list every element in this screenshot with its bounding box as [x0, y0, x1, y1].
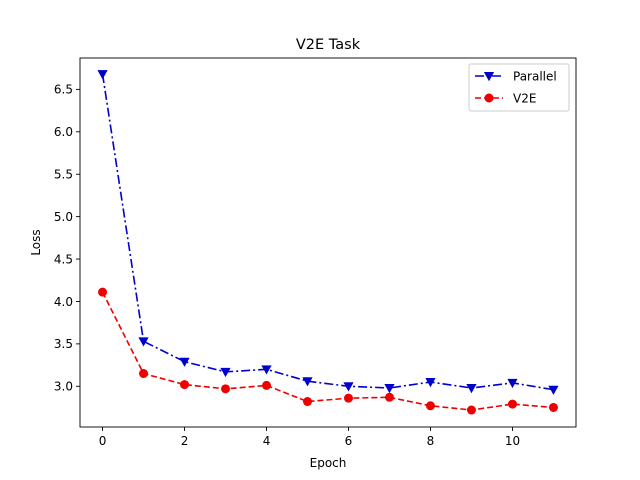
series-parallel [97, 70, 559, 395]
plot-area [80, 58, 576, 427]
legend-label: V2E [513, 91, 536, 105]
data-point-parallel [261, 365, 272, 375]
series-v2e [98, 287, 558, 415]
data-point-v2e [384, 392, 394, 402]
data-point-parallel [548, 385, 559, 395]
y-tick-label: 4.0 [54, 295, 73, 309]
data-point-parallel [97, 70, 108, 80]
data-point-v2e [262, 380, 272, 390]
series-line-parallel [101, 73, 554, 391]
data-point-v2e [180, 380, 190, 390]
data-point-v2e [139, 369, 149, 379]
data-point-v2e [343, 393, 353, 403]
chart-title: V2E Task [296, 37, 361, 53]
legend-marker [484, 93, 494, 103]
legend-item-parallel: Parallel [475, 69, 557, 83]
y-tick-label: 5.5 [54, 168, 73, 182]
data-point-parallel [138, 337, 149, 347]
y-axis-ticks: 3.0 3.5 4.0 4.5 5.0 5.5 6.0 6.5 [54, 83, 80, 394]
legend: Parallel V2E [468, 63, 570, 112]
data-point-v2e [221, 384, 231, 394]
data-point-v2e [98, 287, 108, 297]
y-tick-label: 6.0 [54, 125, 73, 139]
x-tick-label: 0 [99, 434, 107, 448]
data-point-parallel [384, 383, 395, 394]
y-axis-label: Loss [29, 229, 43, 255]
data-point-v2e [425, 401, 435, 411]
x-axis-label: Epoch [310, 456, 347, 470]
x-tick-label: 2 [181, 434, 189, 448]
x-tick-label: 6 [345, 434, 353, 448]
series-line-v2e [101, 291, 554, 411]
x-tick-label: 8 [427, 434, 435, 448]
data-point-v2e [548, 402, 558, 412]
y-tick-label: 5.0 [54, 210, 73, 224]
legend-label: Parallel [513, 69, 557, 83]
x-tick-label: 4 [263, 434, 271, 448]
plot-frame [79, 57, 577, 428]
data-point-parallel [179, 357, 190, 367]
x-tick-label: 10 [505, 434, 520, 448]
data-point-parallel [466, 383, 477, 394]
data-point-parallel [425, 378, 436, 388]
data-point-parallel [343, 382, 354, 392]
data-point-v2e [303, 397, 313, 407]
x-axis-ticks: 0 2 4 6 8 10 [99, 427, 520, 448]
data-point-v2e [507, 399, 517, 409]
legend-marker [483, 72, 495, 82]
series-layer [97, 70, 559, 415]
y-tick-label: 3.0 [54, 380, 73, 394]
data-point-parallel [302, 377, 313, 387]
data-point-parallel [507, 378, 518, 389]
y-tick-label: 6.5 [54, 83, 73, 97]
data-point-v2e [466, 405, 476, 415]
data-point-parallel [220, 367, 231, 378]
y-tick-label: 4.5 [54, 252, 73, 266]
legend-item-v2e: V2E [475, 91, 536, 105]
y-tick-label: 3.5 [54, 337, 73, 351]
